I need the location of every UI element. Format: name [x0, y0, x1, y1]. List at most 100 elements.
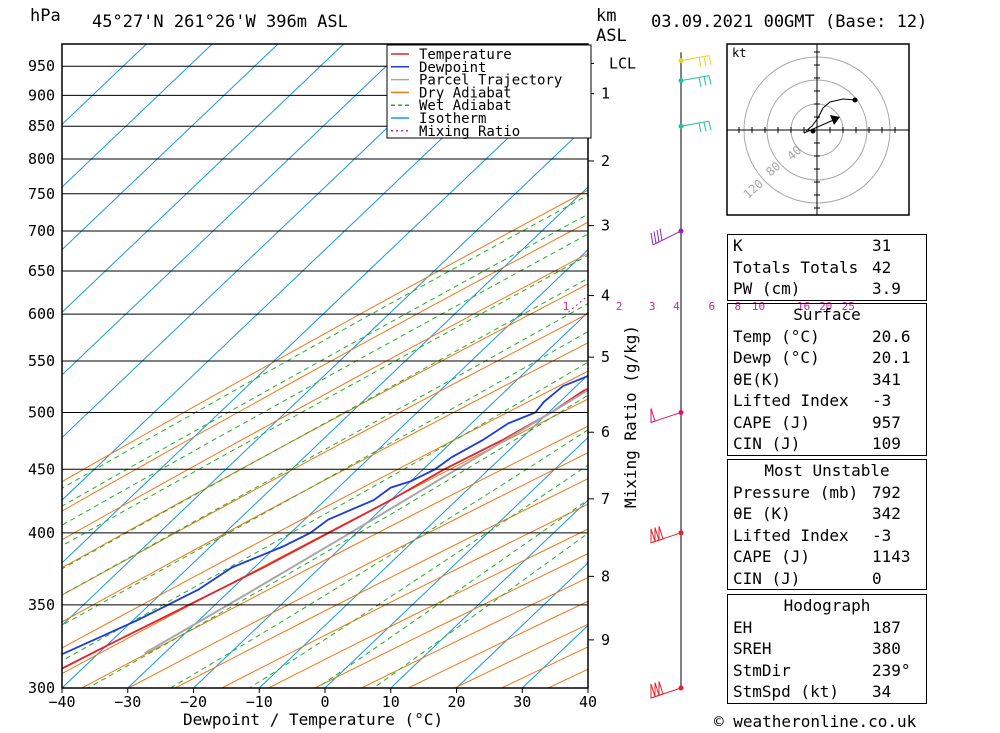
isotherm-line [127, 249, 588, 688]
pressure-tick-label: 650 [28, 262, 55, 280]
wind-barb [678, 55, 712, 67]
index-row: K 31 [733, 236, 892, 255]
mixing-ratio-label: 1 [563, 300, 570, 313]
index-row: Pressure (mb) 792 [733, 482, 901, 502]
dry-adiabat-line [128, 452, 588, 688]
index-row: Lifted Index -3 [733, 525, 892, 545]
mixing-ratio-axis-title: Mixing Ratio (g/kg) [621, 324, 640, 508]
legend-label: Isotherm [419, 111, 486, 127]
isotherm-line [62, 44, 213, 188]
wind-barb-staff [680, 120, 710, 127]
isotherm-line [62, 186, 588, 688]
index-row: EH 187 [733, 617, 901, 637]
wind-barb-feather [708, 75, 712, 85]
dry-adiabat-line [221, 503, 588, 688]
pressure-tick-label: 600 [28, 305, 55, 323]
legend-box [386, 44, 592, 139]
pressure-tick-label: 400 [28, 524, 55, 542]
index-row: Lifted Index -3 [733, 391, 892, 410]
mixing-ratio-label: 4 [673, 300, 680, 313]
isotherm-line [456, 562, 588, 688]
isotherm-line [390, 499, 588, 688]
mixing-ratio-label: 6 [708, 300, 715, 313]
pressure-tick-label: 800 [28, 150, 55, 168]
wet-adiabat-line [249, 464, 588, 688]
plot-frame [61, 43, 589, 689]
isotherm-line [62, 44, 410, 376]
isotherm-line [258, 374, 588, 688]
wind-barb-flag [658, 526, 664, 541]
index-row: PW (cm) 3.9 [733, 279, 901, 298]
legend-label: Wet Adiabat [419, 98, 512, 114]
isotherm-line [62, 44, 147, 126]
wind-barb-staff [680, 55, 710, 62]
lcl-label: LCL [609, 54, 636, 72]
km-tick-label: 7 [601, 490, 610, 508]
wind-barb-flag [650, 683, 656, 699]
surface-title: Surface [793, 305, 861, 324]
wind-barb-feather [650, 232, 654, 246]
wind-barb [650, 681, 684, 699]
location-title: 45°27'N 261°26'W 396m ASL [92, 12, 348, 32]
hodograph-title: Hodograph [783, 596, 871, 615]
legend-label: Mixing Ratio [419, 124, 520, 140]
index-row: CIN (J) 109 [733, 434, 901, 453]
dry-adiabat-line [62, 342, 588, 623]
dry-adiabat-line [62, 370, 588, 649]
legend-label: Dry Adiabat [419, 85, 512, 101]
index-row: CAPE (J) 957 [733, 412, 901, 432]
mixing-ratio-label: 3 [649, 300, 656, 313]
surface-panel: Surface Temp (°C) 20.6 Dewp (°C) 20.1 θE(K… [727, 303, 927, 456]
wind-barb-feather [708, 55, 712, 65]
pressure-tick-label: 900 [28, 86, 55, 104]
wind-barb-staff [650, 411, 682, 423]
isotherm-line [62, 44, 345, 313]
isotherm-line [324, 436, 588, 688]
wind-barb-feather [698, 123, 702, 133]
wind-barb [650, 526, 684, 544]
km-tick-label: 8 [601, 567, 610, 585]
wind-barb-feather [653, 231, 657, 244]
dry-adiabat-line [62, 221, 588, 512]
general-indices-panel: K 31 Totals Totals 42 PW (cm) 3.9 [727, 234, 927, 301]
pressure-tick-label: 350 [28, 596, 55, 614]
copyright-text: © weatheronline.co.uk [714, 712, 917, 731]
legend-label: Parcel Trajectory [419, 73, 562, 89]
mixing-ratio-label: 8 [734, 300, 741, 313]
index-row: θE (K) 342 [733, 504, 901, 523]
datetime-title: 03.09.2021 00GMT (Base: 12) [651, 12, 928, 32]
km-tick-label: 6 [601, 423, 610, 441]
km-tick-label: 9 [601, 631, 610, 649]
index-row: CAPE (J) 1143 [733, 547, 911, 566]
wind-barb [650, 408, 684, 424]
pressure-tick-label: 450 [28, 460, 55, 478]
km-tick-label: 1 [601, 85, 610, 103]
temperature-tick-label: 10 [382, 693, 400, 711]
index-row: StmSpd (kt) 34 [733, 682, 892, 701]
wind-barb-feather [708, 121, 712, 131]
storm-motion-arrowhead [830, 115, 840, 125]
wind-barb-feather [703, 56, 707, 66]
wind-barb-flag [658, 681, 664, 697]
wind-barb-flag [654, 682, 660, 698]
asl-unit-label: ASL [596, 26, 627, 46]
pressure-tick-label: 300 [28, 679, 55, 697]
km-tick-label: 4 [601, 287, 610, 305]
most-unstable-panel: Most Unstable Pressure (mb) 792 θE (K) 342… [727, 459, 927, 590]
dry-adiabat-line [174, 478, 588, 688]
hodograph-trace [805, 98, 856, 132]
index-row: Dewp (°C) 20.1 [733, 348, 911, 367]
temperature-tick-label: −10 [246, 693, 273, 711]
pressure-tick-label: 700 [28, 222, 55, 240]
hodograph-unit-label: kt [732, 46, 746, 60]
dry-adiabat-line [81, 425, 588, 688]
index-row: SREH 380 [733, 639, 901, 658]
wind-barb [650, 228, 684, 246]
mixing-ratio-label: 2 [616, 300, 623, 313]
wind-barb-feather [703, 122, 707, 132]
wind-barb-feather [703, 76, 707, 86]
wet-adiabat-line [62, 254, 588, 547]
pressure-tick-label: 550 [28, 352, 55, 370]
isotherm-line [62, 61, 588, 564]
